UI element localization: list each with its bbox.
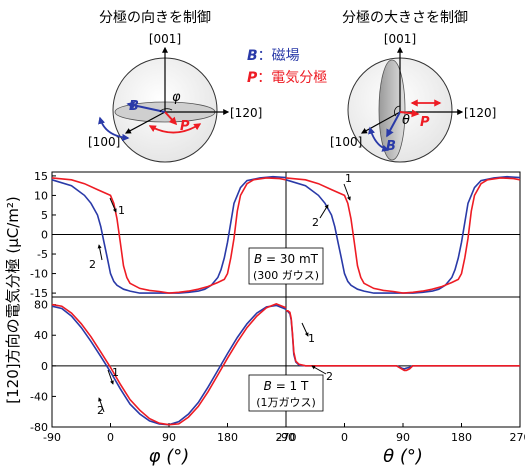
ytick-label: -5 <box>37 248 48 261</box>
tl-arrow-1 <box>109 197 117 213</box>
left-b-rotation-arrow <box>98 116 130 142</box>
ytick-label: -10 <box>30 268 48 281</box>
tl-num-1: 1 <box>118 204 125 217</box>
field-label-bottom: B = 1 T (1万ガウス) <box>248 374 324 412</box>
curve-bottom-left-red <box>51 303 287 426</box>
bl-arrow-1 <box>107 369 114 385</box>
left-title: 分極の向きを制御 <box>99 10 211 26</box>
br-num-1: 1 <box>308 332 315 345</box>
field-bottom-line2: (1万ガウス) <box>256 396 316 409</box>
tr-num-2: 2 <box>312 216 319 229</box>
ytick-label: 0 <box>41 360 48 373</box>
right-p-vector <box>399 109 420 118</box>
data-curves <box>51 175 521 426</box>
legend: B：磁場 P：電気分極 <box>247 48 327 86</box>
tr-arrow-1 <box>343 183 351 201</box>
right-theta-arc <box>394 105 401 117</box>
xtick-label: 180 <box>451 431 472 444</box>
left-p-vector <box>164 111 178 126</box>
left-phi-label: φ <box>172 90 181 105</box>
ytick-label: 80 <box>34 299 48 312</box>
xtick-label: -90 <box>277 431 295 444</box>
field-top-line1: B = 30 mT <box>254 252 319 266</box>
left-sphere-diagram: [001] [120] [100] φ B P <box>88 32 262 163</box>
xtick-label: 90 <box>396 431 410 444</box>
left-b-vector <box>126 101 166 113</box>
field-box-bottom <box>248 374 324 412</box>
bl-arrow-2 <box>98 397 105 413</box>
br-num-2: 2 <box>326 370 333 383</box>
xtick-label: 0 <box>341 431 348 444</box>
xtick-label: -90 <box>43 431 61 444</box>
tr-num-1: 1 <box>345 172 352 185</box>
right-title: 分極の大きさを制御 <box>342 10 468 26</box>
xtick-label: 90 <box>162 431 176 444</box>
left-label-001: [001] <box>149 32 181 46</box>
x-axis-label-phi: φ (°) <box>149 446 190 467</box>
field-top-line2: (300 ガウス) <box>253 269 319 282</box>
curve-top-left-red <box>51 177 287 294</box>
tl-num-2: 2 <box>89 258 96 271</box>
right-sphere-diagram: [001] [120] [100] θ B P <box>330 32 496 163</box>
legend-p: P：電気分極 <box>247 70 327 86</box>
field-box-top <box>248 247 324 285</box>
left-b-label: B <box>129 99 139 114</box>
right-label-120: [120] <box>464 106 496 120</box>
br-arrow-1 <box>301 322 309 337</box>
tr-arrow-2 <box>319 204 329 219</box>
ytick-label: -40 <box>30 390 48 403</box>
curve-bottom-right-blue <box>285 310 520 370</box>
left-label-100: [100] <box>88 135 120 149</box>
y-axis-label: [120]方向の電気分極 (μC/m²) <box>4 196 22 404</box>
xtick-label: 0 <box>107 431 114 444</box>
xtick-label: 270 <box>510 431 525 444</box>
left-p-label: P <box>180 119 190 134</box>
ytick-label: -80 <box>30 421 48 434</box>
x-axis-label-theta: θ (°) <box>383 446 423 467</box>
left-p-rotation-arrow <box>148 123 202 134</box>
right-label-001: [001] <box>384 32 416 46</box>
ytick-label: 10 <box>34 189 48 202</box>
right-theta-label: θ <box>402 113 410 128</box>
legend-b: B：磁場 <box>247 48 300 64</box>
right-b-rotation-arrow <box>368 126 390 152</box>
left-phi-arc <box>159 108 173 113</box>
ytick-label: 5 <box>41 209 48 222</box>
right-label-100: [100] <box>330 135 362 149</box>
field-bottom-line1: B = 1 T <box>264 379 309 393</box>
field-label-top: B = 30 mT (300 ガウス) <box>248 247 324 285</box>
right-b-label: B <box>386 139 396 154</box>
ytick-label: 40 <box>34 329 48 342</box>
ytick-label: 15 <box>34 170 48 183</box>
br-arrow-2 <box>311 365 327 375</box>
curve-annotations: 1 2 1 2 1 2 1 2 <box>89 172 352 417</box>
ytick-label: -15 <box>30 287 48 300</box>
xtick-label: 180 <box>217 431 238 444</box>
bl-num-2: 2 <box>97 404 104 417</box>
bl-num-1: 1 <box>112 366 119 379</box>
tl-arrow-2 <box>97 244 103 261</box>
curve-bottom-right-red <box>286 310 520 372</box>
right-p-label: P <box>420 115 430 130</box>
ytick-label: 0 <box>41 229 48 242</box>
curve-top-right-red <box>285 177 521 294</box>
left-label-120: [120] <box>230 106 262 120</box>
left-axis-100 <box>124 111 166 134</box>
xtick-label: 270 <box>276 431 297 444</box>
